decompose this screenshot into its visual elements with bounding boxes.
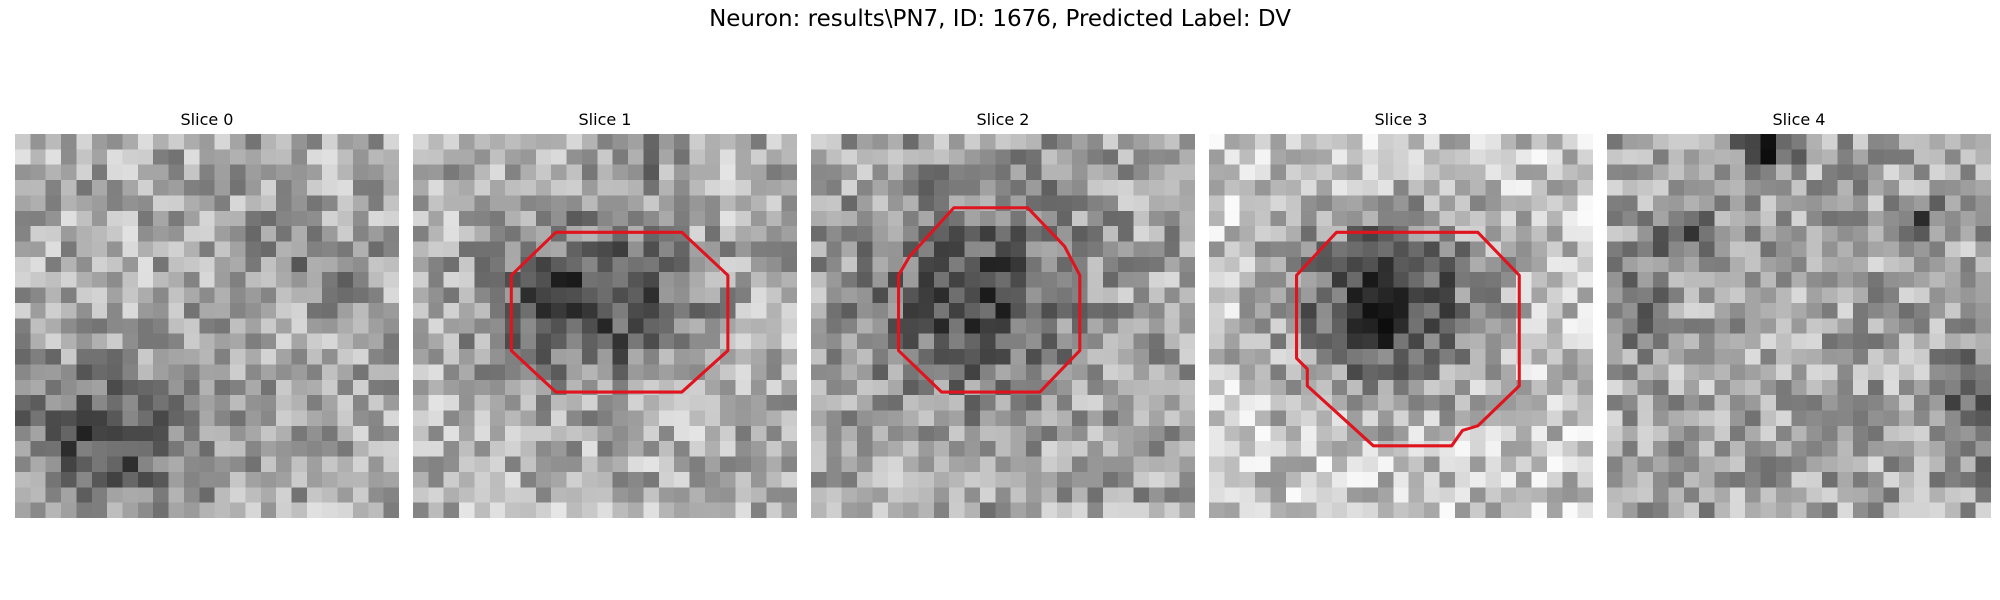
slice-title-3: Slice 3: [1374, 110, 1428, 129]
figure-title: Neuron: results\PN7, ID: 1676, Predicted…: [709, 6, 1291, 32]
slice-image-2: [811, 134, 1195, 518]
slice-title-1: Slice 1: [578, 110, 632, 129]
slice-image-3: [1209, 134, 1593, 518]
slice-title-4: Slice 4: [1772, 110, 1826, 129]
roi-outline-2: [897, 206, 1082, 394]
roi-outline-1: [509, 230, 730, 394]
slice-title-0: Slice 0: [180, 110, 234, 129]
roi-outline-3: [1295, 230, 1521, 448]
slice-image-4: [1607, 134, 1991, 518]
slice-image-0: [15, 134, 399, 518]
slice-title-2: Slice 2: [976, 110, 1030, 129]
slice-image-1: [413, 134, 797, 518]
